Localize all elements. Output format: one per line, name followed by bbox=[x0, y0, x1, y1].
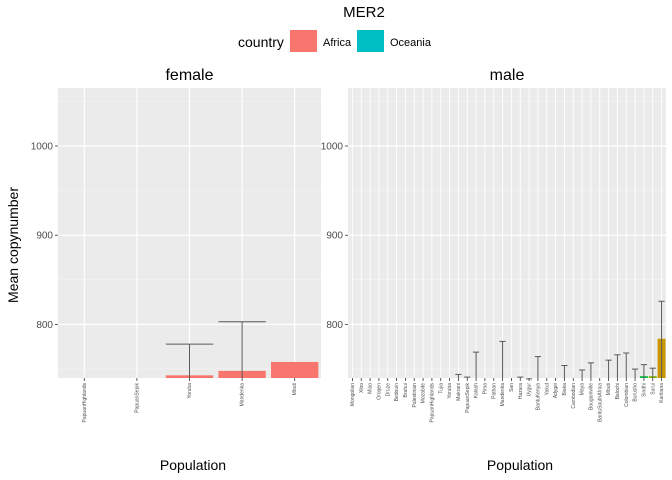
error-bar bbox=[464, 376, 471, 378]
x-tick-label: Bedouin bbox=[394, 383, 400, 402]
y-tick-label: 800 bbox=[326, 320, 343, 331]
x-tick-label: Bougainville bbox=[588, 383, 594, 410]
error-bar bbox=[517, 376, 524, 378]
x-tick-label: BantuSouthAfrica bbox=[597, 383, 603, 422]
x-tick-label: Makrani bbox=[456, 383, 462, 401]
panel-strip-title: female bbox=[165, 67, 213, 84]
x-tick-label: Mbuti bbox=[292, 383, 298, 395]
x-tick-label: Balochi bbox=[615, 383, 621, 399]
x-tick-label: Mongolian bbox=[350, 383, 356, 406]
legend-key-oceania bbox=[357, 30, 384, 52]
y-axis-label: Mean copynumber bbox=[5, 187, 21, 303]
x-tick-label: Yoruba bbox=[187, 383, 193, 399]
x-tick-label: Biaka bbox=[562, 383, 568, 396]
error-bar bbox=[658, 300, 665, 378]
x-tick-label: Sindhi bbox=[641, 383, 647, 397]
y-tick-label: 900 bbox=[36, 231, 53, 242]
x-tick-label: PapuanSepik bbox=[134, 383, 140, 413]
x-tick-label: Tujia bbox=[438, 383, 444, 394]
x-tick-label: Mandenka bbox=[500, 383, 506, 407]
error-bar bbox=[649, 367, 656, 378]
x-tick-label: Miao bbox=[368, 383, 374, 394]
x-tick-label: Colombian bbox=[624, 383, 630, 407]
legend-label-oceania: Oceania bbox=[390, 37, 432, 49]
y-tick-label: 900 bbox=[326, 231, 343, 242]
legend-key-africa bbox=[290, 30, 317, 52]
x-tick-label: Karitiana bbox=[659, 383, 665, 403]
x-tick-label: Brahui bbox=[403, 383, 409, 397]
x-tick-label: Mbuti bbox=[606, 383, 612, 395]
x-tick-label: Adygei bbox=[553, 383, 559, 398]
x-tick-label: San bbox=[509, 383, 515, 392]
x-tick-label: Hazara bbox=[518, 383, 524, 399]
x-tick-label: Druze bbox=[385, 383, 391, 397]
chart-title: MER2 bbox=[343, 4, 385, 21]
y-tick-label: 1000 bbox=[31, 142, 54, 153]
panel-background bbox=[348, 88, 666, 378]
x-tick-label: Pima bbox=[482, 383, 488, 395]
y-tick-label: 800 bbox=[36, 320, 53, 331]
x-tick-label: PapuanHighlands bbox=[429, 383, 435, 423]
legend-label-africa: Africa bbox=[323, 37, 352, 49]
error-bar bbox=[631, 368, 639, 378]
error-bar bbox=[534, 356, 542, 378]
x-tick-label: Yakut bbox=[544, 382, 550, 395]
x-tick-label: Maya bbox=[580, 383, 586, 395]
legend-title: country bbox=[238, 34, 284, 50]
x-tick-label: Pathan bbox=[491, 383, 497, 399]
panel-strip-title: male bbox=[490, 67, 525, 84]
x-tick-label: BantuKenya bbox=[535, 383, 541, 410]
error-bar bbox=[605, 359, 612, 378]
x-tick-label: Oroqen bbox=[376, 383, 382, 400]
panel-female: female 800 900 1000 PapuanHighlands PapuanSep… bbox=[31, 67, 321, 422]
error-bar bbox=[578, 369, 586, 378]
legend: country Africa Oceania bbox=[238, 30, 432, 52]
panel-male: male 800 900 1000 Mongolian Xibo Miao Oroqen Dru… bbox=[321, 67, 666, 422]
x-tick-label: Mozabite bbox=[421, 383, 427, 404]
x-tick-label: Palestinian bbox=[412, 383, 418, 408]
bar bbox=[271, 361, 319, 378]
x-tick-label: Surui bbox=[650, 383, 656, 395]
x-tick-label: PapuanSepik bbox=[465, 383, 471, 413]
error-bar bbox=[165, 343, 214, 378]
x-tick-label: Mandenka bbox=[240, 383, 246, 407]
x-tick-label: Cambodian bbox=[571, 383, 577, 409]
x-tick-label: PapuanHighlands bbox=[82, 383, 88, 423]
x-tick-label: Yoruba bbox=[447, 383, 453, 399]
x-tick-label: Burusho bbox=[633, 383, 639, 402]
x-tick-label: Uygur bbox=[527, 383, 533, 397]
error-bar bbox=[561, 365, 568, 378]
error-bar bbox=[587, 362, 595, 378]
error-bar bbox=[218, 321, 266, 378]
x-axis-label-male: Population bbox=[487, 457, 553, 473]
x-axis-label-female: Population bbox=[160, 457, 226, 473]
error-bar bbox=[623, 352, 630, 378]
error-bar bbox=[614, 354, 621, 378]
x-tick-label: Kalash bbox=[474, 383, 480, 399]
error-bar bbox=[455, 373, 462, 378]
error-bar bbox=[472, 351, 480, 378]
error-bar bbox=[525, 378, 533, 380]
error-bar bbox=[640, 364, 648, 378]
error-bar bbox=[499, 340, 506, 378]
x-tick-label: Xibo bbox=[359, 383, 365, 393]
y-tick-label: 1000 bbox=[321, 142, 344, 153]
